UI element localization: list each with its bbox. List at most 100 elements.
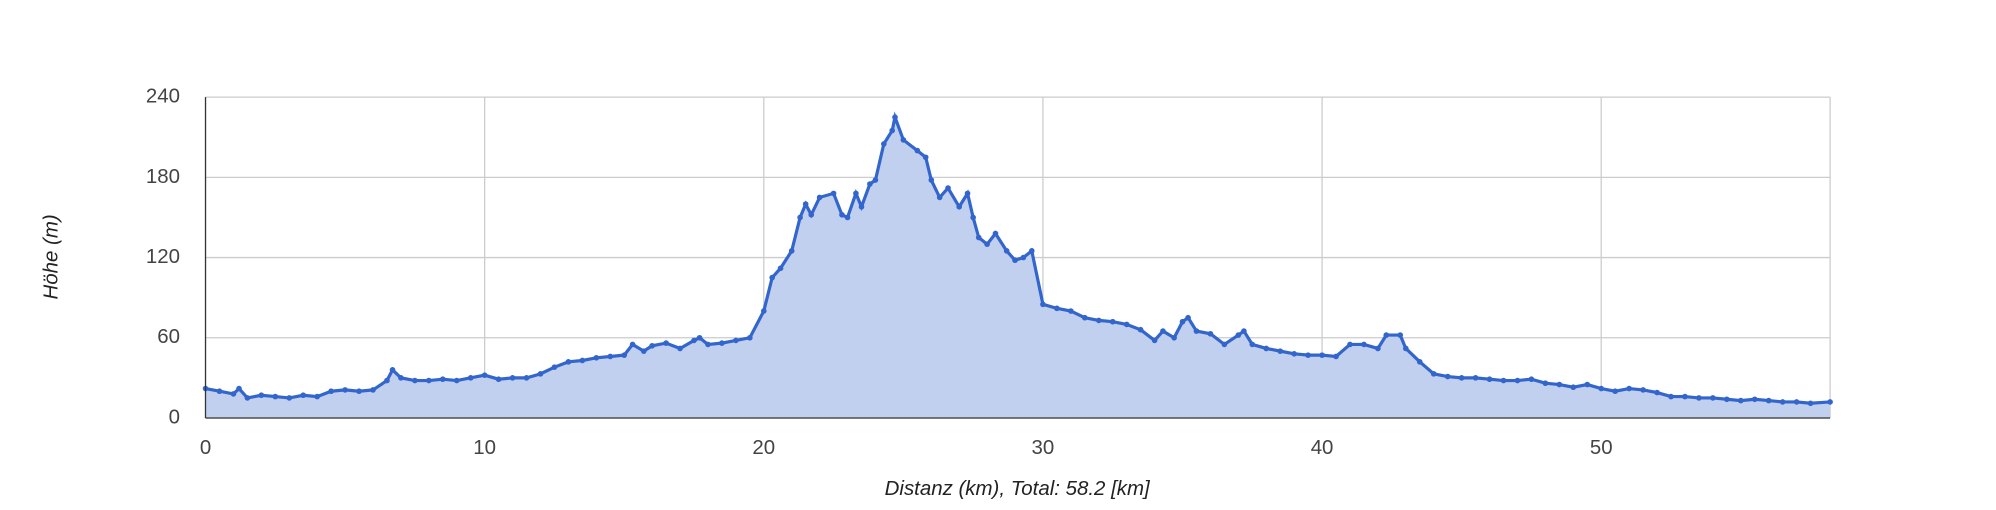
- point: [747, 334, 753, 341]
- point: [1737, 397, 1744, 404]
- point: [565, 359, 572, 365]
- point: [696, 334, 703, 341]
- point: [1682, 393, 1688, 400]
- point: [1668, 393, 1674, 400]
- point: [1291, 350, 1297, 357]
- point: [1696, 395, 1702, 401]
- point: [1347, 341, 1353, 348]
- point: [230, 391, 237, 397]
- point: [1827, 399, 1833, 405]
- y-tick-label: 180: [146, 165, 180, 188]
- point: [579, 357, 586, 364]
- point: [244, 395, 251, 401]
- point: [481, 372, 488, 379]
- point: [1305, 352, 1311, 358]
- point: [975, 234, 982, 241]
- point: [1068, 308, 1074, 314]
- point: [945, 185, 951, 191]
- point: [719, 340, 725, 346]
- point: [914, 147, 921, 154]
- point: [1012, 257, 1018, 264]
- point: [236, 385, 242, 392]
- point: [1765, 397, 1772, 404]
- point: [398, 375, 404, 381]
- point: [607, 353, 614, 360]
- point: [495, 376, 502, 383]
- x-tick-label: 20: [752, 436, 775, 459]
- point: [314, 393, 320, 400]
- point: [216, 388, 223, 395]
- point: [1123, 321, 1130, 328]
- point: [1383, 332, 1390, 338]
- x-axis-title: Distanz (km), Total: 58.2 [km]: [885, 477, 1151, 500]
- point: [1416, 359, 1423, 365]
- point: [1375, 345, 1381, 352]
- point: [467, 375, 474, 381]
- x-tick-label: 0: [200, 436, 211, 459]
- point: [258, 392, 265, 399]
- point: [1444, 373, 1451, 380]
- point: [439, 376, 446, 383]
- point: [853, 190, 859, 197]
- point: [1584, 381, 1591, 388]
- point: [1640, 387, 1646, 393]
- point: [1472, 375, 1479, 381]
- point: [1570, 384, 1577, 391]
- point: [453, 377, 460, 384]
- point: [1626, 385, 1632, 392]
- point: [1221, 341, 1228, 348]
- point: [1724, 396, 1730, 403]
- point: [889, 127, 896, 134]
- area: [205, 117, 1831, 418]
- point: [984, 241, 990, 248]
- point: [389, 367, 396, 373]
- point: [1403, 345, 1409, 352]
- point: [509, 375, 516, 381]
- point: [802, 201, 809, 207]
- point: [691, 337, 697, 344]
- point: [1054, 305, 1060, 312]
- point: [1020, 254, 1027, 261]
- point: [900, 137, 907, 143]
- point: [844, 214, 851, 221]
- point: [1040, 301, 1046, 308]
- point: [1185, 314, 1191, 321]
- point: [1235, 332, 1242, 338]
- x-tick-label: 10: [473, 436, 496, 459]
- point: [629, 341, 636, 348]
- x-tick-label: 50: [1590, 436, 1613, 459]
- point: [881, 141, 887, 147]
- point: [1486, 376, 1493, 383]
- point: [1277, 348, 1284, 354]
- point: [830, 190, 837, 197]
- y-tick-label: 60: [157, 325, 180, 348]
- point: [356, 388, 362, 395]
- point: [1333, 353, 1339, 360]
- point: [1528, 376, 1535, 383]
- point: [1751, 396, 1758, 403]
- point: [808, 211, 815, 218]
- point: [867, 181, 873, 187]
- point: [1710, 395, 1716, 401]
- point: [733, 337, 739, 344]
- point: [1397, 332, 1404, 338]
- x-tick-label: 40: [1311, 436, 1334, 459]
- point: [936, 194, 943, 201]
- point: [300, 392, 307, 399]
- point: [922, 154, 929, 161]
- point: [1137, 326, 1144, 333]
- point: [272, 393, 279, 400]
- point: [1556, 381, 1563, 388]
- point: [1514, 377, 1521, 384]
- point: [649, 342, 655, 349]
- point: [551, 364, 558, 370]
- point: [970, 214, 976, 221]
- point: [342, 387, 348, 393]
- point: [705, 341, 711, 348]
- point: [1249, 341, 1256, 348]
- y-tick-label: 0: [169, 405, 180, 428]
- point: [992, 230, 999, 237]
- point: [1207, 330, 1214, 337]
- point: [964, 190, 971, 197]
